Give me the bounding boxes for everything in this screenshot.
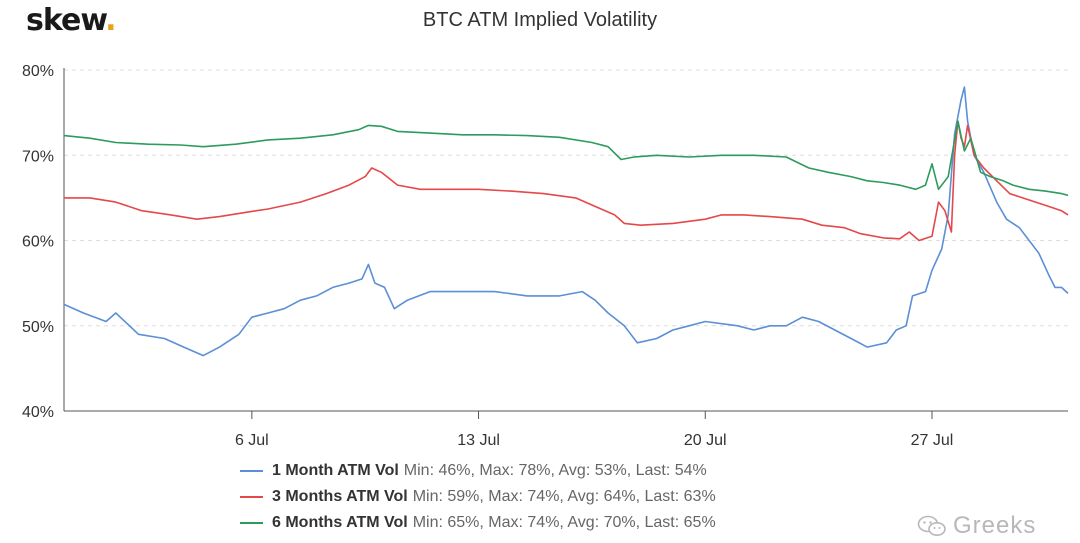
legend-label-1m: 1 Month ATM Vol bbox=[272, 462, 399, 479]
legend-stats-6m: Min: 65%, Max: 74%, Avg: 70%, Last: 65% bbox=[412, 514, 716, 531]
legend-label-6m: 6 Months ATM Vol bbox=[272, 514, 408, 531]
legend-item-3m[interactable]: 3 Months ATM Vol Min: 59%, Max: 74%, Avg… bbox=[240, 484, 860, 510]
y-tick-label-40: 40% bbox=[22, 404, 54, 421]
logo-text: skew bbox=[26, 3, 106, 38]
legend-stats-3m: Min: 59%, Max: 74%, Avg: 64%, Last: 63% bbox=[412, 488, 716, 505]
x-tick-label-27: 27 Jul bbox=[911, 432, 954, 449]
legend-swatch-1m bbox=[240, 470, 263, 472]
legend: 1 Month ATM Vol Min: 46%, Max: 78%, Avg:… bbox=[240, 458, 860, 536]
series-3-months-line bbox=[64, 120, 1069, 242]
y-tick-label-60: 60% bbox=[22, 234, 54, 251]
x-tick-label-13: 13 Jul bbox=[457, 432, 500, 449]
legend-item-6m[interactable]: 6 Months ATM Vol Min: 65%, Max: 74%, Avg… bbox=[240, 510, 860, 536]
x-tick-label-20: 20 Jul bbox=[684, 432, 727, 449]
series-6-months-line bbox=[63, 120, 1069, 197]
y-tick-label-50: 50% bbox=[22, 319, 54, 336]
watermark-text: Greeks bbox=[953, 512, 1037, 539]
legend-stats-1m: Min: 46%, Max: 78%, Avg: 53%, Last: 54% bbox=[403, 462, 707, 479]
legend-swatch-6m bbox=[240, 522, 263, 524]
skew-logo: skew. bbox=[26, 3, 117, 38]
x-tick-label-6: 6 Jul bbox=[235, 432, 269, 449]
y-tick-label-80: 80% bbox=[22, 63, 54, 80]
legend-item-1m[interactable]: 1 Month ATM Vol Min: 46%, Max: 78%, Avg:… bbox=[240, 458, 860, 484]
wechat-icon bbox=[917, 515, 946, 536]
legend-label-3m: 3 Months ATM Vol bbox=[272, 488, 408, 505]
chart-title: BTC ATM Implied Volatility bbox=[422, 9, 658, 31]
y-tick-label-70: 70% bbox=[22, 148, 54, 165]
logo-dot: . bbox=[105, 3, 116, 38]
watermark: Greeks bbox=[917, 512, 1036, 540]
legend-swatch-3m bbox=[240, 496, 263, 498]
series-1-month-line bbox=[63, 86, 1069, 357]
